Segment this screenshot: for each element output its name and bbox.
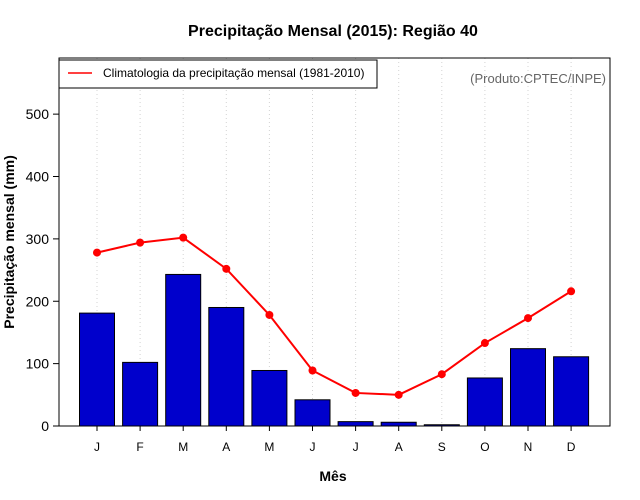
legend: Climatologia da precipitação mensal (198… — [58, 59, 378, 89]
climatology-point-10 — [480, 339, 489, 348]
x-tick-label: M — [264, 440, 274, 454]
legend-label: Climatologia da precipitação mensal (198… — [103, 66, 364, 80]
climatology-point-9 — [437, 370, 446, 379]
bar-11 — [510, 348, 546, 427]
y-axis: 0 100 200 300 400 500 — [26, 106, 59, 434]
climatology-point-7 — [351, 388, 360, 397]
y-axis-label: Precipitação mensal (mm) — [1, 155, 17, 329]
climatology-point-12 — [567, 287, 576, 296]
y-tick-label: 100 — [26, 356, 50, 372]
x-tick-label: M — [178, 440, 188, 454]
x-tick-label: J — [310, 440, 316, 454]
x-tick-label: D — [567, 440, 576, 454]
x-axis-label: Mês — [319, 468, 346, 484]
x-tick-label: N — [524, 440, 533, 454]
y-tick-label: 200 — [26, 293, 50, 309]
legend-box — [58, 59, 378, 89]
bar-10 — [466, 377, 503, 427]
y-tick-label: 500 — [26, 106, 50, 122]
climatology-point-11 — [524, 314, 532, 323]
bar-12 — [553, 356, 590, 427]
climatology-polyline — [96, 236, 572, 396]
climatology-point-6 — [308, 366, 317, 375]
climatology-point-1 — [93, 248, 101, 257]
bar-6 — [294, 399, 331, 427]
x-tick-label: A — [395, 440, 403, 454]
bar-5 — [251, 369, 288, 427]
y-tick-label: 0 — [41, 418, 49, 434]
plot-frame — [58, 57, 611, 427]
y-tick-label: 300 — [26, 231, 50, 247]
climatology-point-3 — [179, 233, 188, 242]
climatology-point-4 — [222, 264, 231, 273]
chart-title: Precipitação Mensal (2015): Região 40 — [188, 23, 478, 40]
bar-3 — [165, 273, 202, 427]
bar-2 — [122, 361, 159, 427]
climatology-point-8 — [394, 390, 403, 399]
climatology-point-5 — [265, 310, 274, 319]
bar-4 — [208, 306, 245, 427]
x-tick-label: S — [438, 440, 446, 454]
climatology-point-2 — [136, 238, 145, 247]
y-tick-label: 400 — [26, 169, 50, 185]
x-tick-label: O — [480, 440, 489, 454]
bars — [79, 273, 590, 427]
bar-8 — [380, 421, 417, 427]
x-tick-label: F — [136, 440, 143, 454]
x-tick-label: A — [222, 440, 230, 454]
x-tick-label: J — [353, 440, 359, 454]
credit-text: (Produto:CPTEC/INPE) — [470, 71, 606, 86]
bar-1 — [79, 312, 115, 427]
bar-7 — [337, 421, 374, 427]
climatology-line — [93, 233, 576, 399]
x-tick-label: J — [94, 440, 100, 454]
